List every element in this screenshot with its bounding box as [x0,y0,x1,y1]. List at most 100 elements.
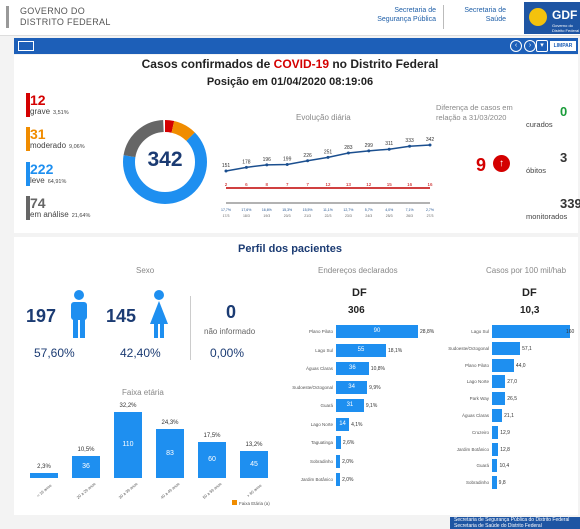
bar-value: 10,4 [499,463,510,470]
severity-item-0: 12 grave 3,51% [30,93,69,118]
bar-value: 57,1 [522,345,532,352]
gov-line2: DISTRITO FEDERAL [20,17,111,27]
age-bar[interactable]: 83 [156,428,184,478]
bar-label: Águas Claras [461,413,489,418]
age-bar-pct: 24,3% [161,419,179,426]
severity-label: moderado 9,06% [30,141,85,150]
female-icon [150,290,168,338]
bar-value: 2,0% [342,477,354,483]
cases-point[interactable] [346,151,350,155]
cases-point[interactable] [285,162,289,166]
mid-label: 17,6% [241,208,251,212]
bar[interactable] [492,392,506,406]
limpar-button[interactable]: LIMPAR [550,41,576,51]
stat-2-label: monitorados [526,212,568,221]
age-bar[interactable] [30,473,58,478]
bar-value: 2,6% [342,440,355,446]
gdf-brand-logo[interactable]: GDF Governo do Distrito Federal [524,2,580,34]
bar[interactable] [492,409,503,422]
bar[interactable]: 36 [336,362,369,375]
footer-banner: Secretaria de Segurança Pública do Distr… [450,517,580,529]
cases-point[interactable] [326,155,330,159]
bar-value: 9,8 [498,480,506,487]
mid-label: 11,1% [323,208,333,212]
bar[interactable] [492,476,497,490]
bar[interactable] [492,442,499,456]
cases-label: 283 [344,145,353,151]
bar-value: 12,9 [500,429,510,436]
cases-label: 311 [385,141,393,147]
bar[interactable] [492,341,521,355]
bar[interactable] [492,358,514,372]
bar-label: Sudoeste/Octogonal [292,384,333,390]
cases-point[interactable] [306,159,310,163]
cases-point[interactable] [387,147,391,151]
age-bar[interactable]: 36 [72,456,100,478]
date-label: 17/3 [223,214,230,218]
prev-page-icon[interactable]: ‹ [510,40,522,52]
bar[interactable]: 14 [336,417,350,431]
deaths-label: 12 [366,182,372,187]
bar[interactable] [492,459,498,473]
bar-label: Lago Sul [315,347,333,353]
daily-evolution-chart[interactable]: 151 178 196 199 226 251 283 299 311 333 342 2 6 8 7 7 12… [212,125,442,227]
legend-swatch [232,500,237,505]
severity-pct: 3,51% [53,110,69,116]
cases-point[interactable] [244,165,248,169]
severity-label: em análise 21,64% [30,210,91,219]
link-saude[interactable]: Secretaria de Saúde [450,6,506,24]
gov-line1: GOVERNO DO [20,6,86,16]
cases-point[interactable] [265,163,269,167]
link-seguranca-publica[interactable]: Secretaria de Segurança Pública [366,6,436,24]
age-bar[interactable]: 45 [240,450,268,478]
gdf-government-logo[interactable]: GOVERNO DO DISTRITO FEDERAL [6,4,118,32]
arrow-up-icon: ↑ [493,155,510,172]
bar[interactable] [492,325,570,338]
next-page-icon[interactable]: › [524,40,536,52]
cases-point[interactable] [428,143,432,147]
bar[interactable] [336,473,341,486]
cases-point[interactable] [367,149,371,153]
bar-value: 9,9% [369,384,381,391]
bar[interactable] [336,436,341,449]
age-bar[interactable]: 110 [114,412,142,478]
deaths-label: 15 [387,182,393,187]
filter-icon[interactable]: ▾ [536,40,548,52]
bar-label: Lago Norte [466,379,489,385]
severity-donut-chart[interactable] [118,115,212,209]
age-bar-pct: 10,5% [77,447,95,454]
female-count: 145 [106,306,137,326]
cases-point[interactable] [408,144,412,148]
bar[interactable]: 55 [336,343,387,357]
severity-bar-0 [26,93,30,117]
donut-slice-grave[interactable] [123,120,207,204]
casos100-title: Casos por 100 mil/hab [486,266,567,275]
severity-count: 222 [30,161,54,177]
donut-slice-leve[interactable] [123,120,207,204]
age-bar[interactable]: 60 [198,441,226,478]
cases-label: 342 [426,137,435,143]
male-count: 197 [26,306,57,326]
bar[interactable]: 34 [336,380,368,394]
mid-label: 5,7% [365,208,373,212]
bar-label: Taguatinga [310,440,333,445]
bar[interactable]: 90 [336,325,418,338]
mid-label: 15,5% [303,208,313,212]
bar[interactable]: 31 [336,399,364,412]
bar-value: 2,0% [342,458,354,465]
cases-point[interactable] [224,169,228,173]
bar[interactable] [336,454,341,468]
cases-label: 178 [242,159,251,165]
deaths-label: 16 [427,182,433,187]
cases-label: 196 [263,157,272,163]
footer-line1: Secretaria de Segurança Pública do Distr… [454,517,570,523]
deaths-label: 16 [407,182,413,187]
perfil-title: Perfil dos pacientes [238,243,342,255]
report-icon[interactable] [18,41,34,51]
bar[interactable] [492,375,506,389]
bar-label: Águas Claras [305,366,333,371]
severity-bar-2 [26,162,30,186]
bar[interactable] [492,425,499,439]
male-icon [71,290,87,338]
enderecos-title: Endereços declarados [318,266,398,275]
